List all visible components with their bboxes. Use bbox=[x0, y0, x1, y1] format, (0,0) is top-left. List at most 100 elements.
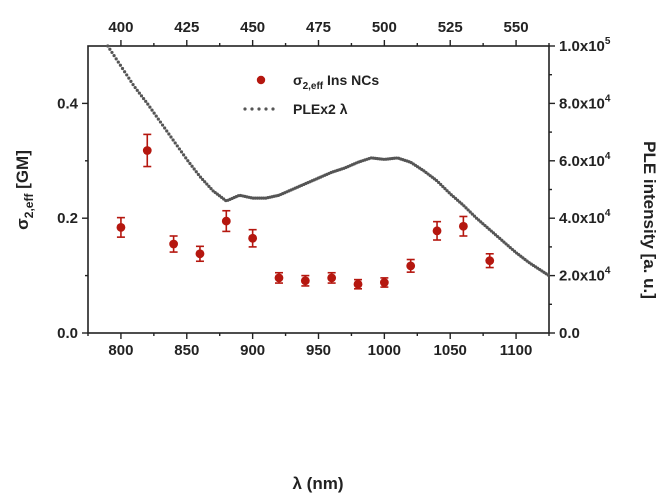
y-right-tick-mantissa: 0.0 bbox=[559, 325, 580, 342]
ple-point bbox=[504, 242, 508, 246]
legend-marker-sigma bbox=[256, 75, 266, 85]
ple-point bbox=[156, 117, 160, 121]
ple-point bbox=[110, 50, 114, 55]
y-left-tick-label: 0.2 bbox=[57, 210, 78, 227]
ple-point bbox=[146, 102, 150, 106]
ple-point bbox=[167, 132, 171, 136]
ple-point bbox=[472, 214, 477, 218]
y-right-axis-title: PLE intensity [a. u.] bbox=[640, 141, 657, 299]
sigma-point bbox=[353, 279, 363, 289]
ple-point bbox=[479, 220, 483, 224]
ple-point bbox=[546, 273, 550, 277]
ple-point bbox=[182, 153, 186, 157]
ple-point bbox=[196, 172, 200, 177]
ple-point bbox=[207, 184, 211, 188]
ple-point bbox=[163, 126, 167, 130]
ple-point bbox=[200, 177, 205, 182]
ple-point bbox=[466, 208, 470, 212]
ple-point bbox=[458, 200, 462, 204]
y-right-tick-mantissa: 4.0x10 bbox=[559, 210, 605, 227]
sigma-point bbox=[432, 226, 442, 236]
sigma-point bbox=[458, 221, 468, 231]
ple-point bbox=[154, 114, 158, 118]
ple-point bbox=[144, 99, 148, 103]
ple-point bbox=[150, 108, 154, 112]
ple-point bbox=[498, 236, 502, 241]
ple-point bbox=[451, 194, 455, 199]
x-tick-label: 950 bbox=[306, 342, 331, 359]
y-right-tick-exponent: 5 bbox=[605, 36, 611, 47]
x-tick-label: 800 bbox=[108, 342, 133, 359]
ple-point bbox=[139, 94, 144, 98]
sigma-point bbox=[300, 276, 310, 286]
sigma-point bbox=[327, 273, 337, 283]
ple-point bbox=[141, 96, 146, 101]
sigma-point bbox=[379, 278, 389, 287]
ple-point bbox=[175, 144, 179, 148]
sigma-point bbox=[195, 249, 205, 259]
y-right-tick-label: 6.0x104 bbox=[559, 151, 611, 170]
ple-point bbox=[160, 123, 165, 127]
x-tick-label: 1100 bbox=[500, 342, 533, 359]
ple-point bbox=[462, 204, 466, 208]
ple-point bbox=[125, 73, 129, 77]
ple-point bbox=[445, 189, 449, 193]
x-top-tick-label: 475 bbox=[306, 19, 331, 36]
legend-sigma-rest: Ins NCs bbox=[323, 72, 379, 88]
ple-point bbox=[158, 120, 163, 124]
x-top-tick-label: 425 bbox=[174, 19, 199, 36]
y-right-tick-label: 1.0x105 bbox=[559, 36, 611, 55]
ple-point bbox=[500, 238, 504, 242]
y-right-tick-exponent: 4 bbox=[605, 208, 611, 219]
legend-marker-ple bbox=[243, 107, 275, 111]
y-right-tick-exponent: 4 bbox=[605, 266, 611, 277]
ple-point bbox=[455, 198, 460, 202]
ple-point bbox=[135, 88, 139, 92]
ple-point bbox=[447, 191, 451, 195]
y-right-tick-mantissa: 6.0x10 bbox=[559, 153, 605, 170]
ple-point bbox=[106, 44, 110, 48]
ple-point bbox=[485, 225, 489, 229]
x-tick-label: 1050 bbox=[434, 342, 467, 359]
y-right-tick-mantissa: 2.0x10 bbox=[559, 268, 605, 285]
x-axis-ticks: 800 850 900 950 1000 1050 1100 bbox=[87, 333, 550, 359]
sigma-point bbox=[406, 261, 416, 271]
ple-point bbox=[137, 91, 141, 95]
ple-point bbox=[483, 223, 487, 228]
ple-point bbox=[493, 233, 498, 237]
legend-sigma-sub: 2,eff bbox=[303, 81, 324, 92]
ple-point bbox=[489, 229, 493, 233]
ple-point bbox=[439, 182, 443, 187]
y-left-title-base: σ bbox=[13, 218, 32, 230]
ple-point bbox=[481, 222, 485, 226]
ple-point bbox=[190, 164, 194, 168]
ple-point bbox=[468, 210, 472, 214]
ple-point bbox=[118, 63, 123, 67]
sigma-point bbox=[116, 222, 126, 232]
ple-point bbox=[114, 57, 118, 61]
sigma-point bbox=[221, 216, 231, 226]
ple-point bbox=[198, 175, 203, 179]
y-left-axis-title: σ2,eff [GM] bbox=[13, 150, 36, 230]
ple-point bbox=[470, 212, 474, 216]
y-left-title-sub: 2,eff bbox=[22, 193, 36, 219]
ple-point bbox=[443, 187, 447, 191]
y-right-tick-mantissa: 8.0x10 bbox=[559, 95, 605, 112]
ple-point bbox=[112, 54, 116, 58]
legend: σ2,eff Ins NCs PLEx2 λ bbox=[243, 72, 379, 117]
ple-point bbox=[508, 245, 512, 250]
ple-point bbox=[186, 159, 190, 163]
ple-point bbox=[434, 178, 439, 183]
y-left-tick-label: 0.4 bbox=[57, 95, 79, 112]
legend-label-sigma: σ2,eff Ins NCs bbox=[293, 72, 379, 92]
ple-point bbox=[203, 180, 207, 184]
ple-point bbox=[171, 138, 175, 142]
x-top-axis-ticks: 400 425 450 475 500 525 550 bbox=[108, 19, 550, 46]
ple-point bbox=[184, 156, 188, 160]
x-axis-title: λ (nm) bbox=[293, 474, 344, 493]
y-right-tick-label: 0.0 bbox=[559, 325, 580, 342]
ple-point bbox=[169, 135, 173, 139]
x-tick-label: 850 bbox=[174, 342, 199, 359]
x-top-tick-label: 400 bbox=[108, 19, 133, 36]
